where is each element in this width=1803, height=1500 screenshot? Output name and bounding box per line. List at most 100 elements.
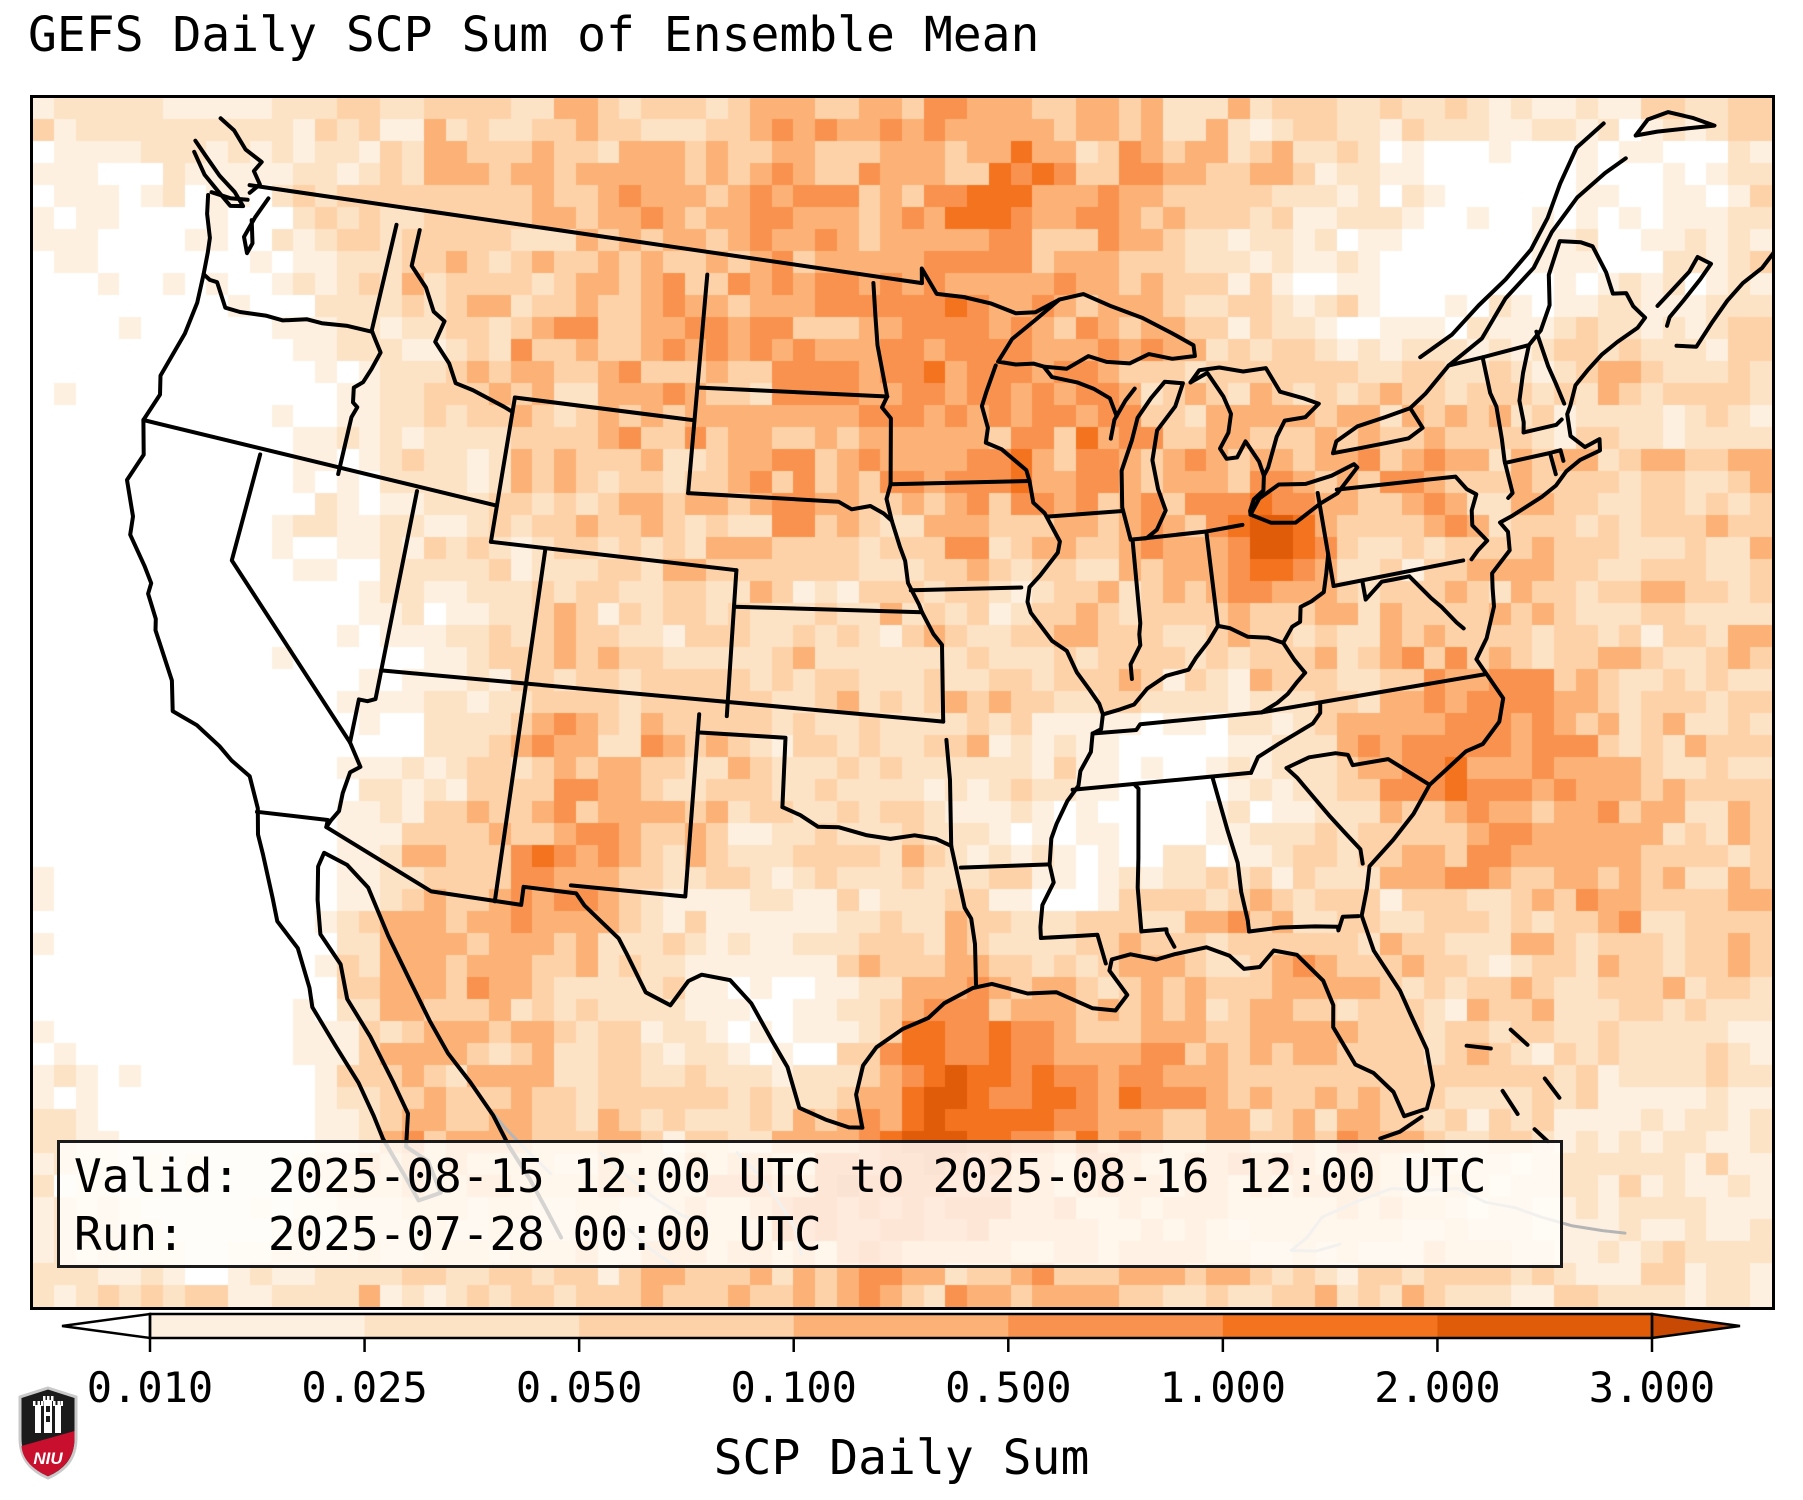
colorbar-outline bbox=[148, 1312, 1654, 1340]
us-boundary-line bbox=[1315, 491, 1336, 588]
us-boundary-line bbox=[888, 479, 1032, 487]
us-boundary-line bbox=[1331, 558, 1466, 588]
us-boundary-line bbox=[1446, 156, 1628, 368]
colorbar-segment bbox=[1008, 1314, 1224, 1338]
us-boundary-line bbox=[732, 604, 946, 724]
us-boundary-line bbox=[1480, 355, 1515, 500]
us-boundary-line bbox=[1378, 1115, 1424, 1141]
us-boundary-line bbox=[695, 730, 788, 810]
us-boundary-line bbox=[201, 272, 375, 334]
colorbar-tick-label: 0.050 bbox=[516, 1363, 642, 1412]
us-boundary-line bbox=[780, 805, 954, 848]
us-boundary-line bbox=[884, 482, 924, 615]
us-boundary-line bbox=[1248, 462, 1360, 525]
colorbar-segment bbox=[1222, 1314, 1439, 1338]
us-boundary-line bbox=[1503, 448, 1566, 465]
us-boundary-line bbox=[1128, 537, 1143, 681]
niu-logo-text: NIU bbox=[33, 1449, 63, 1468]
figure-title: GEFS Daily SCP Sum of Ensemble Mean bbox=[28, 7, 1040, 63]
us-boundary-line bbox=[1259, 672, 1488, 715]
map-frame: Valid: 2025-08-15 12:00 UTC to 2025-08-1… bbox=[30, 95, 1775, 1310]
colorbar-tick-label: 2.000 bbox=[1374, 1363, 1500, 1412]
us-boundary-line bbox=[1045, 509, 1125, 519]
us-boundary-line bbox=[979, 363, 1032, 483]
us-boundary-line bbox=[919, 266, 1062, 316]
annotation-box: Valid: 2025-08-15 12:00 UTC to 2025-08-1… bbox=[57, 1140, 1563, 1268]
colorbar: 0.010 0.025 0.050 0.100 0.500 1.000 2.000 3.000 bbox=[61, 1312, 1741, 1412]
us-boundary-line bbox=[724, 568, 739, 719]
us-boundary-line bbox=[996, 292, 1197, 371]
us-boundary-line bbox=[369, 222, 399, 334]
us-boundary-line bbox=[1090, 710, 1264, 736]
run-time-text: Run: 2025-07-28 00:00 UTC bbox=[74, 1207, 822, 1261]
us-boundary-line bbox=[1548, 451, 1558, 477]
us-boundary-line bbox=[1655, 255, 1713, 328]
us-boundary-line bbox=[125, 193, 564, 1240]
us-boundary-line bbox=[1534, 329, 1567, 406]
us-boundary-line bbox=[379, 668, 946, 724]
us-boundary-line bbox=[209, 190, 250, 202]
us-boundary-line bbox=[1284, 751, 1432, 787]
colorbar-label: SCP Daily Sum bbox=[713, 1430, 1090, 1486]
us-boundary-line bbox=[1210, 775, 1252, 934]
us-boundary-line bbox=[1139, 522, 1245, 541]
us-boundary-line bbox=[141, 418, 499, 508]
us-boundary-line bbox=[1360, 574, 1466, 631]
colorbar-tick-label: 0.010 bbox=[87, 1363, 213, 1412]
us-boundary-line bbox=[1259, 670, 1308, 715]
us-boundary-line bbox=[1188, 365, 1321, 478]
us-boundary-line bbox=[686, 272, 710, 496]
us-boundary-line bbox=[1633, 110, 1717, 138]
us-boundary-line bbox=[568, 712, 702, 899]
us-boundary-line bbox=[1517, 343, 1531, 435]
us-boundary-line bbox=[336, 329, 383, 476]
colorbar-segment bbox=[364, 1314, 580, 1338]
colorbar-segment bbox=[579, 1314, 795, 1338]
us-boundary-line bbox=[1108, 386, 1137, 441]
basemap-boundaries-layer bbox=[125, 110, 1772, 1268]
us-boundary-line bbox=[1247, 914, 1361, 934]
valid-time-text: Valid: 2025-08-15 12:00 UTC to 2025-08-1… bbox=[74, 1149, 1487, 1203]
us-boundary-line bbox=[958, 862, 1052, 870]
niu-shield-red-band bbox=[21, 1431, 75, 1477]
us-boundary-line bbox=[492, 548, 548, 904]
colorbar-under-arrow bbox=[61, 1312, 152, 1340]
us-boundary-line bbox=[1521, 417, 1564, 435]
colorbar-segment bbox=[150, 1314, 366, 1338]
us-boundary-line bbox=[871, 281, 890, 399]
niu-logo: NIU bbox=[18, 1386, 78, 1480]
colorbar-segment bbox=[1437, 1314, 1653, 1338]
colorbar-tick-label: 3.000 bbox=[1589, 1363, 1715, 1412]
us-boundary-line bbox=[242, 196, 271, 256]
us-boundary-line bbox=[1188, 370, 1266, 517]
us-boundary-line bbox=[1204, 529, 1220, 628]
us-boundary-line bbox=[512, 395, 697, 423]
us-boundary-line bbox=[247, 183, 924, 286]
us-boundary-line bbox=[488, 539, 739, 573]
us-boundary-line bbox=[695, 385, 890, 399]
niu-castle-icon bbox=[33, 1396, 63, 1433]
colorbar-segment bbox=[793, 1314, 1009, 1338]
us-boundary-line bbox=[218, 116, 264, 195]
us-boundary-line bbox=[1133, 783, 1144, 934]
us-boundary-line bbox=[1334, 474, 1490, 562]
us-boundary-line bbox=[1284, 766, 1365, 866]
us-boundary-line bbox=[949, 843, 978, 987]
us-boundary-line bbox=[1508, 1027, 1530, 1047]
colorbar-over-arrow bbox=[1650, 1312, 1741, 1340]
us-boundary-line bbox=[488, 395, 517, 544]
us-boundary-line bbox=[1119, 379, 1185, 542]
us-boundary-line bbox=[854, 239, 1648, 1130]
us-boundary-line bbox=[1418, 121, 1606, 360]
us-boundary-line bbox=[192, 138, 246, 209]
us-boundary-line bbox=[1025, 479, 1105, 940]
us-boundary-line bbox=[1100, 552, 1331, 717]
us-boundary-line bbox=[1542, 1076, 1562, 1100]
colorbar-tick-label: 0.100 bbox=[730, 1363, 856, 1412]
us-boundary-line bbox=[1674, 251, 1772, 349]
us-boundary-line bbox=[1464, 1043, 1493, 1051]
us-boundary-line bbox=[1070, 770, 1253, 792]
colorbar-tick-label: 1.000 bbox=[1160, 1363, 1286, 1412]
us-boundary-line bbox=[409, 228, 515, 414]
